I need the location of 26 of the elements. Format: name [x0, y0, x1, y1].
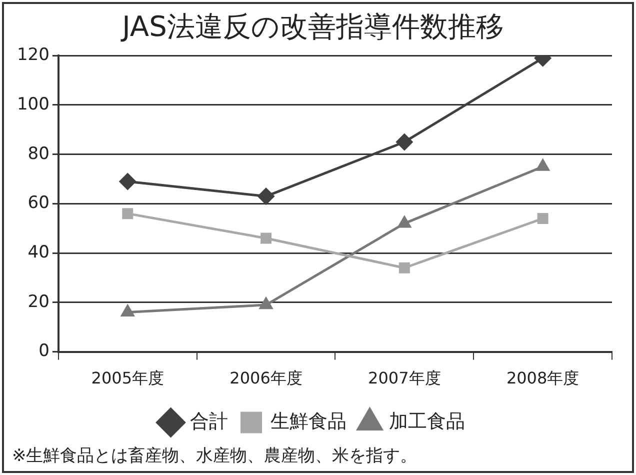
point	[258, 188, 274, 205]
point	[398, 216, 411, 228]
y-tick-label: 100	[16, 94, 50, 114]
y-tick-label: 20	[28, 292, 50, 312]
point	[122, 208, 134, 220]
point	[260, 232, 272, 244]
chart-title: JAS法違反の改善指導件数推移	[120, 10, 504, 44]
legend-label: 加工食品	[388, 410, 465, 432]
x-tick-label: 2005年度	[91, 368, 164, 388]
y-tick-label: 120	[16, 45, 50, 66]
point	[537, 213, 548, 224]
point	[121, 305, 134, 317]
x-tick-label: 2007年度	[368, 368, 441, 388]
point	[260, 298, 272, 310]
legend-label: 合計	[190, 410, 228, 432]
y-tick-label: 40	[28, 242, 50, 262]
x-tick-label: 2008年度	[506, 368, 580, 388]
point	[396, 134, 413, 150]
text: ※生鮮食品とは畜産物、水産物、農産物、米を指す。	[12, 445, 418, 467]
y-tick-label: 0	[38, 341, 50, 362]
point	[398, 262, 410, 274]
point	[119, 173, 136, 190]
x-tick-label: 2006年度	[230, 368, 302, 388]
y-tick-label: 80	[28, 144, 50, 164]
y-tick-label: 60	[28, 193, 50, 214]
legend-label: 生鮮食品	[270, 410, 346, 432]
